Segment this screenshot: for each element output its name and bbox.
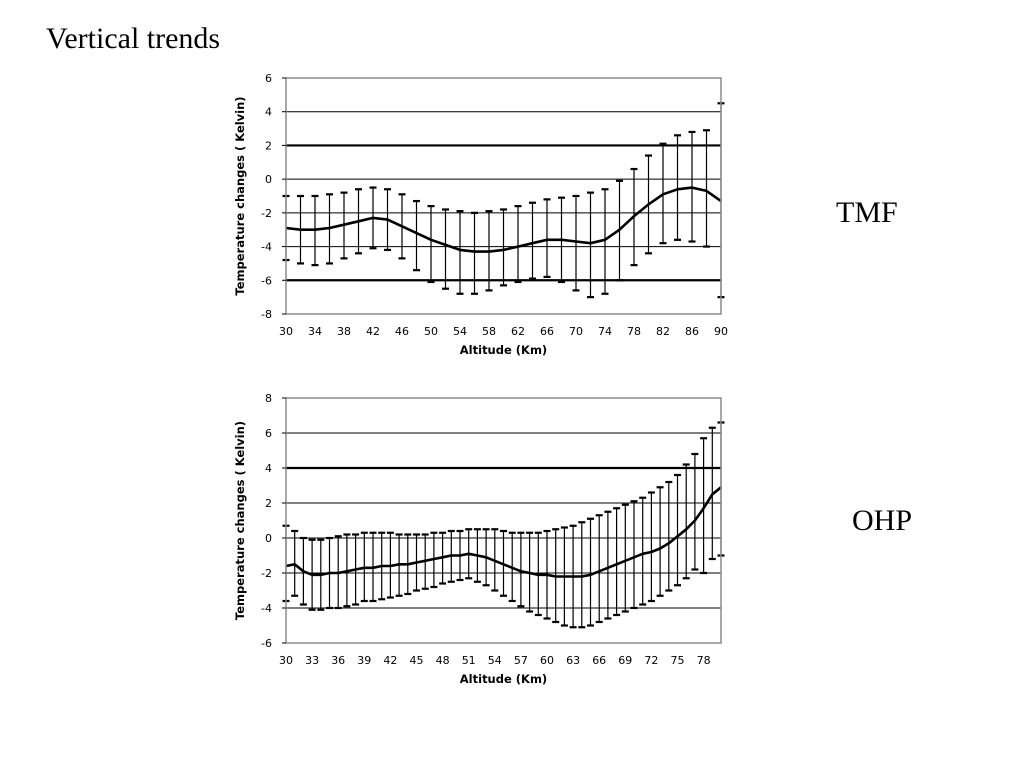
error-bar (500, 208, 507, 287)
y-tick-label: 4 (265, 106, 272, 119)
x-axis-title: Altitude (Km) (460, 343, 547, 357)
y-tick-label: 8 (265, 392, 272, 405)
x-tick-label: 42 (366, 325, 380, 338)
error-bar (413, 199, 420, 272)
error-bar (572, 194, 580, 292)
error-bar (517, 531, 525, 608)
error-bar (639, 496, 647, 606)
error-bar (601, 188, 609, 295)
x-tick-label: 60 (540, 654, 554, 667)
y-tick-label: 4 (265, 462, 272, 475)
error-bar (471, 211, 478, 295)
error-bar (587, 517, 594, 627)
x-tick-label: 50 (424, 325, 438, 338)
y-tick-label: -6 (261, 637, 272, 650)
error-bar (514, 205, 522, 284)
error-bar (578, 521, 586, 629)
x-tick-label: 33 (305, 654, 319, 667)
x-tick-label: 34 (308, 325, 322, 338)
x-tick-label: 38 (337, 325, 351, 338)
error-bar (595, 514, 603, 624)
x-tick-label: 66 (540, 325, 554, 338)
y-tick-label: 0 (265, 532, 272, 545)
y-tick-label: 2 (265, 139, 272, 152)
x-tick-label: 54 (453, 325, 467, 338)
x-tick-label: 75 (671, 654, 685, 667)
error-bar (621, 503, 629, 613)
x-tick-label: 39 (357, 654, 371, 667)
error-bar (604, 510, 612, 620)
x-tick-label: 70 (569, 325, 583, 338)
x-tick-label: 45 (410, 654, 424, 667)
x-tick-label: 48 (436, 654, 450, 667)
y-tick-label: 0 (265, 173, 272, 186)
x-tick-label: 66 (592, 654, 606, 667)
error-bar (691, 452, 699, 571)
x-axis-title: Altitude (Km) (460, 672, 547, 686)
tmf-label: TMF (836, 196, 898, 229)
plot-frame (285, 77, 722, 315)
x-tick-label: 74 (598, 325, 612, 338)
error-bar (674, 134, 681, 241)
y-tick-label: -4 (261, 241, 272, 254)
x-tick-label: 51 (462, 654, 476, 667)
error-bar (703, 129, 710, 248)
x-tick-label: 30 (279, 654, 293, 667)
error-bar (613, 507, 621, 617)
error-bar (682, 463, 690, 580)
y-axis-title: Temperature changes ( Kelvin) (233, 96, 247, 295)
y-tick-label: -6 (261, 274, 272, 287)
y-tick-label: 2 (265, 497, 272, 510)
x-tick-label: 86 (685, 325, 699, 338)
error-bar (700, 437, 708, 575)
y-tick-label: -8 (261, 308, 272, 321)
ohp-label: OHP (852, 504, 913, 537)
plot-frame (285, 397, 722, 644)
x-tick-label: 78 (697, 654, 711, 667)
x-tick-label: 36 (331, 654, 345, 667)
x-tick-label: 57 (514, 654, 528, 667)
error-bar (656, 486, 664, 597)
error-bar (543, 198, 551, 279)
x-tick-label: 78 (627, 325, 641, 338)
y-tick-label: -4 (261, 602, 272, 615)
x-tick-label: 42 (383, 654, 397, 667)
error-bar (529, 201, 536, 280)
error-bar (442, 208, 449, 290)
error-bar (587, 191, 594, 299)
mean-trend-line (285, 186, 722, 253)
x-tick-label: 54 (488, 654, 502, 667)
x-tick-label: 72 (644, 654, 658, 667)
error-bar (647, 491, 655, 603)
error-bar (630, 500, 638, 610)
y-tick-label: -2 (261, 207, 272, 220)
y-tick-label: -2 (261, 567, 272, 580)
x-tick-label: 63 (566, 654, 580, 667)
error-bar (427, 205, 435, 284)
mean-trend-line (285, 486, 722, 578)
x-tick-label: 90 (714, 325, 728, 338)
error-bar (456, 210, 464, 295)
error-bar (665, 480, 673, 592)
x-tick-label: 62 (511, 325, 525, 338)
x-tick-label: 46 (395, 325, 409, 338)
y-tick-label: 6 (265, 427, 272, 440)
slide-title: Vertical trends (46, 22, 221, 55)
y-tick-label: 6 (265, 72, 272, 85)
x-tick-label: 69 (618, 654, 632, 667)
error-bar (674, 473, 681, 587)
x-tick-label: 30 (279, 325, 293, 338)
y-axis-title: Temperature changes ( Kelvin) (233, 421, 247, 620)
x-tick-label: 82 (656, 325, 670, 338)
x-tick-label: 58 (482, 325, 496, 338)
